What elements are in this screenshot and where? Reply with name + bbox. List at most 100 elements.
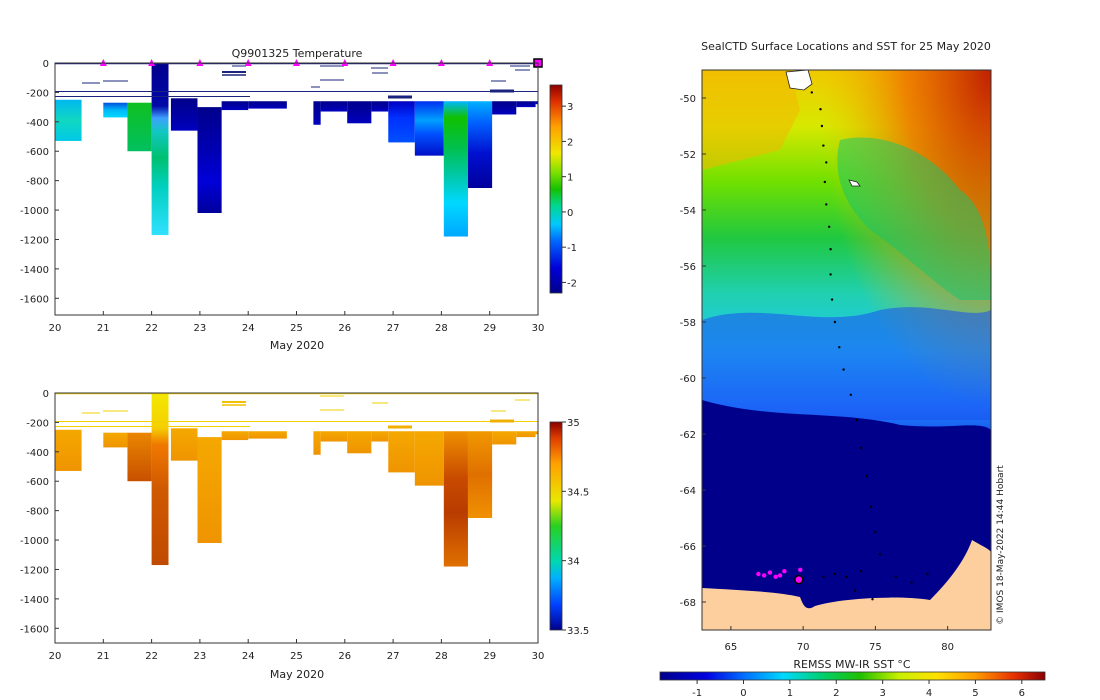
x-tick-label: 26 xyxy=(338,323,351,334)
salinity-surface-lines xyxy=(55,392,538,429)
profile-column xyxy=(197,437,222,543)
y-tick-label: -1600 xyxy=(20,294,49,305)
track-point xyxy=(910,581,913,584)
track-point xyxy=(830,298,834,301)
track-point xyxy=(825,161,828,164)
x-tick-label: 22 xyxy=(145,651,158,662)
colorbar-tick-label: -1 xyxy=(567,243,577,254)
track-point xyxy=(894,575,897,578)
recent-location xyxy=(761,573,767,578)
sst-colorbar-tick-label: 3 xyxy=(879,688,885,699)
track-point xyxy=(855,418,858,422)
current-seal-position xyxy=(794,574,804,585)
x-tick-label: 24 xyxy=(242,651,255,662)
track-point xyxy=(829,273,832,276)
y-tick-label: -1400 xyxy=(20,595,49,606)
temperature-x-ticks: 20 21 22 23 24 25 26 27 28 29 30 xyxy=(49,311,544,334)
profile-column xyxy=(221,101,249,111)
track-point xyxy=(833,320,837,324)
y-tick-label: -600 xyxy=(26,477,49,488)
x-tick-label: 23 xyxy=(194,651,207,662)
y-tick-label: 0 xyxy=(43,389,49,400)
track-point xyxy=(853,589,857,592)
sst-colorbar-tick-label: 1 xyxy=(787,688,793,699)
temperature-x-label: May 2020 xyxy=(270,339,324,352)
y-tick-label: -800 xyxy=(26,507,49,518)
recent-location xyxy=(773,574,778,579)
temperature-colorbar xyxy=(549,84,563,294)
sst-colorbar-tick-label: 5 xyxy=(972,688,978,699)
colorbar-tick-label: 35 xyxy=(567,418,580,429)
profile-column xyxy=(516,431,536,438)
x-tick-label: 21 xyxy=(97,323,110,334)
map-y-tick-label: -64 xyxy=(680,486,696,497)
x-tick-label: 25 xyxy=(290,323,303,334)
y-tick-label: -600 xyxy=(26,147,49,158)
profile-column xyxy=(371,431,389,442)
profile-column xyxy=(347,431,372,454)
profile-column xyxy=(170,428,198,461)
track-point xyxy=(859,570,863,573)
heard-island xyxy=(848,179,861,187)
salinity-y-ticks: 0 -200 -400 -600 -800 -1000 -1200 -1400 -1600 xyxy=(20,389,59,635)
credit-text: © IMOS 18-May-2022 14:44 Hobart xyxy=(996,465,1006,625)
sst-colorbar-tick-label: 2 xyxy=(833,688,839,699)
map-x-tick-label: 80 xyxy=(941,642,954,653)
profile-column xyxy=(414,431,444,486)
cool-water-region xyxy=(837,137,991,300)
map-y-tick-label: -56 xyxy=(680,262,696,273)
map-y-tick-label: -68 xyxy=(680,598,696,609)
y-tick-label: -400 xyxy=(26,448,49,459)
profile-column xyxy=(414,101,444,156)
salinity-colorbar-ticks: 35 34.5 34 33.5 xyxy=(562,418,589,637)
track-point xyxy=(829,248,832,251)
map-y-tick-label: -58 xyxy=(680,318,696,329)
sst-map-panel: SealCTD Surface Locations and SST for 25… xyxy=(659,40,1046,699)
track-point xyxy=(820,124,824,128)
x-tick-label: 27 xyxy=(387,323,400,334)
profile-column xyxy=(371,101,389,112)
profile-column xyxy=(55,429,82,471)
y-tick-label: -200 xyxy=(26,88,49,99)
profile-column xyxy=(320,431,348,442)
x-tick-label: 30 xyxy=(532,651,545,662)
x-tick-label: 22 xyxy=(145,323,158,334)
track-point xyxy=(849,393,853,396)
track-point xyxy=(926,572,929,576)
map-y-tick-label: -66 xyxy=(680,542,696,553)
colorbar-tick-label: 34.5 xyxy=(567,487,589,498)
colorbar-tick-label: -2 xyxy=(567,278,577,289)
track-point xyxy=(838,346,841,349)
recent-location xyxy=(756,571,761,577)
track-point xyxy=(822,144,825,147)
profile-column xyxy=(443,101,468,237)
profile-column xyxy=(221,431,249,441)
sst-field xyxy=(702,70,991,630)
profile-column xyxy=(467,431,493,518)
antarctic-landmass xyxy=(702,540,991,630)
track-point xyxy=(842,368,845,371)
track-point xyxy=(819,108,822,111)
profile-column xyxy=(388,101,415,143)
profile-column xyxy=(197,107,222,213)
profile-column xyxy=(103,102,128,118)
track-point xyxy=(871,598,874,601)
profile-column xyxy=(492,431,517,445)
profile-column xyxy=(127,432,152,482)
recent-location xyxy=(777,573,783,578)
y-tick-label: 0 xyxy=(43,59,49,70)
profile-column xyxy=(516,101,536,108)
salinity-x-label: May 2020 xyxy=(270,668,324,681)
cold-water-region xyxy=(702,400,991,630)
profile-column xyxy=(55,99,82,141)
profile-column xyxy=(535,101,538,105)
salinity-x-ticks: 20 21 22 23 24 25 26 27 28 29 30 xyxy=(49,639,545,662)
kerguelen-island xyxy=(785,70,813,91)
temperature-y-ticks: 0 -200 -400 -600 -800 -1000 -1200 -1400 -1600 xyxy=(20,59,59,305)
x-tick-label: 20 xyxy=(49,651,62,662)
track-point xyxy=(869,505,873,508)
temperature-surface-lines xyxy=(55,62,538,99)
profile-column xyxy=(170,98,198,131)
y-tick-label: -1400 xyxy=(20,265,49,276)
